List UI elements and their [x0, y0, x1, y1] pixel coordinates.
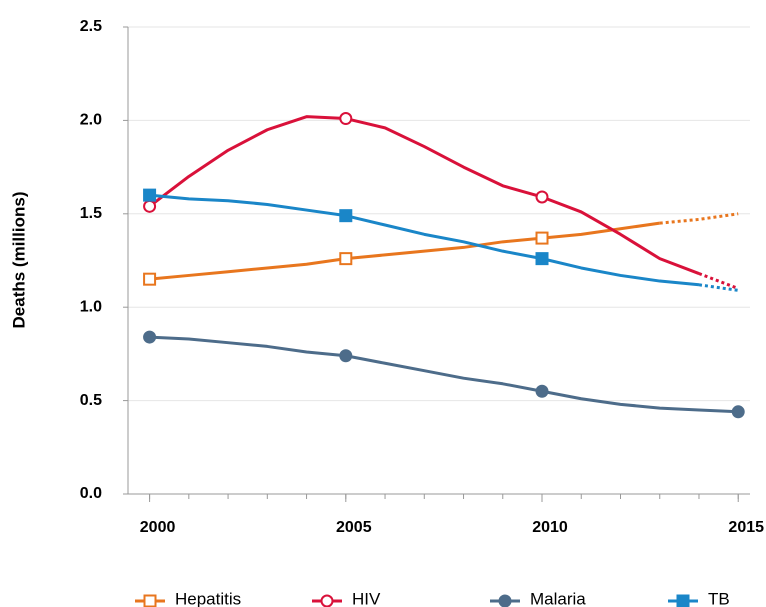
legend-marker	[676, 594, 690, 607]
x-tick-label: 2005	[336, 519, 372, 536]
y-tick-label: 1.5	[80, 205, 102, 222]
series-line-projected	[698, 272, 739, 290]
y-tick-label: 1.0	[80, 298, 102, 315]
series-line	[149, 221, 660, 281]
x-tick-label: 2010	[532, 519, 568, 536]
data-point	[339, 252, 353, 266]
data-point	[339, 112, 353, 126]
data-point	[143, 330, 157, 344]
legend-label: TB	[708, 589, 730, 607]
series-line	[149, 193, 700, 287]
data-point	[535, 384, 549, 398]
x-tick-label: 2015	[728, 519, 764, 536]
y-tick-label: 2.5	[80, 18, 102, 35]
data-point	[535, 190, 549, 204]
x-tick-label: 2000	[140, 519, 176, 536]
y-tick-label: 2.0	[80, 112, 102, 129]
y-axis-label: Deaths (millions)	[9, 192, 28, 329]
legend-label: HIV	[352, 589, 381, 607]
series-line-projected	[698, 283, 739, 292]
legend-label: Malaria	[530, 589, 586, 607]
data-point	[143, 199, 157, 213]
legend-marker	[143, 594, 157, 607]
data-point	[143, 188, 157, 202]
data-point	[339, 349, 353, 363]
data-point	[339, 209, 353, 223]
data-point	[535, 252, 549, 266]
series-line-projected	[659, 212, 739, 225]
series-line	[148, 115, 700, 275]
legend-label: Hepatitis	[175, 589, 241, 607]
data-point	[731, 405, 745, 419]
y-tick-label: 0.5	[80, 392, 102, 409]
data-point	[535, 231, 549, 245]
legend-marker	[320, 594, 334, 607]
legend-marker	[498, 594, 512, 607]
series-line	[149, 335, 739, 414]
y-tick-label: 0.0	[80, 485, 102, 502]
data-point	[143, 272, 157, 286]
